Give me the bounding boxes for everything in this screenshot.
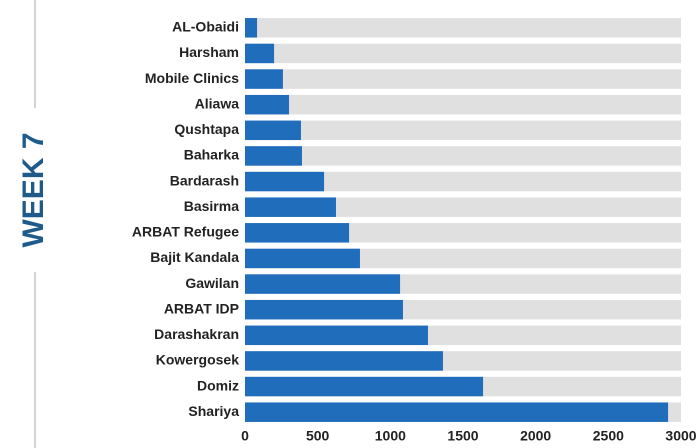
bar (245, 171, 325, 192)
x-tick-label: 2500 (593, 428, 624, 444)
bar (245, 299, 403, 320)
y-tick-label: Darashakran (154, 326, 239, 342)
y-tick-label: Mobile Clinics (145, 70, 239, 86)
x-tick-label: 1500 (447, 428, 478, 444)
bar-background (245, 197, 681, 217)
bar (245, 351, 443, 371)
bar-background (245, 69, 681, 89)
y-tick-label: Gawilan (185, 275, 239, 291)
y-tick-label: Domiz (197, 377, 239, 393)
bar (245, 94, 290, 115)
bar-background (245, 146, 681, 166)
bar (245, 120, 301, 141)
y-tick-label: Baharka (184, 147, 239, 163)
bar (245, 223, 350, 243)
y-tick-label: Kowergosek (156, 352, 239, 368)
bar-background (245, 43, 681, 64)
bar (245, 325, 428, 346)
y-tick-label: Qushtapa (174, 121, 239, 137)
bar-background (245, 18, 681, 38)
bar (245, 146, 302, 166)
side-label: WEEK 7 (17, 132, 50, 247)
y-tick-label: Bardarash (170, 172, 239, 188)
bar (245, 274, 401, 294)
bar-background (245, 94, 681, 115)
y-tick-label: Harsham (179, 44, 239, 60)
y-tick-label: ARBAT IDP (164, 300, 239, 316)
bar (245, 43, 275, 64)
bar (245, 376, 484, 397)
y-tick-label: Basirma (184, 198, 239, 214)
y-tick-label: Bajit Kandala (150, 249, 239, 265)
x-tick-label: 0 (241, 428, 249, 444)
bar-background (245, 120, 681, 141)
y-tick-label: Shariya (188, 403, 239, 419)
x-tick-label: 3000 (665, 428, 696, 444)
bar-background (245, 171, 681, 192)
bar (245, 197, 336, 217)
bar (245, 69, 283, 89)
bar-background (245, 223, 681, 243)
bar (245, 18, 258, 38)
x-tick-label: 500 (306, 428, 330, 444)
x-tick-label: 2000 (520, 428, 551, 444)
bar (245, 248, 360, 269)
x-tick-label: 1000 (375, 428, 406, 444)
y-tick-label: Aliawa (195, 95, 240, 111)
bar (245, 402, 669, 422)
y-tick-label: ARBAT Refugee (132, 224, 239, 240)
y-tick-label: AL-Obaidi (172, 19, 239, 35)
